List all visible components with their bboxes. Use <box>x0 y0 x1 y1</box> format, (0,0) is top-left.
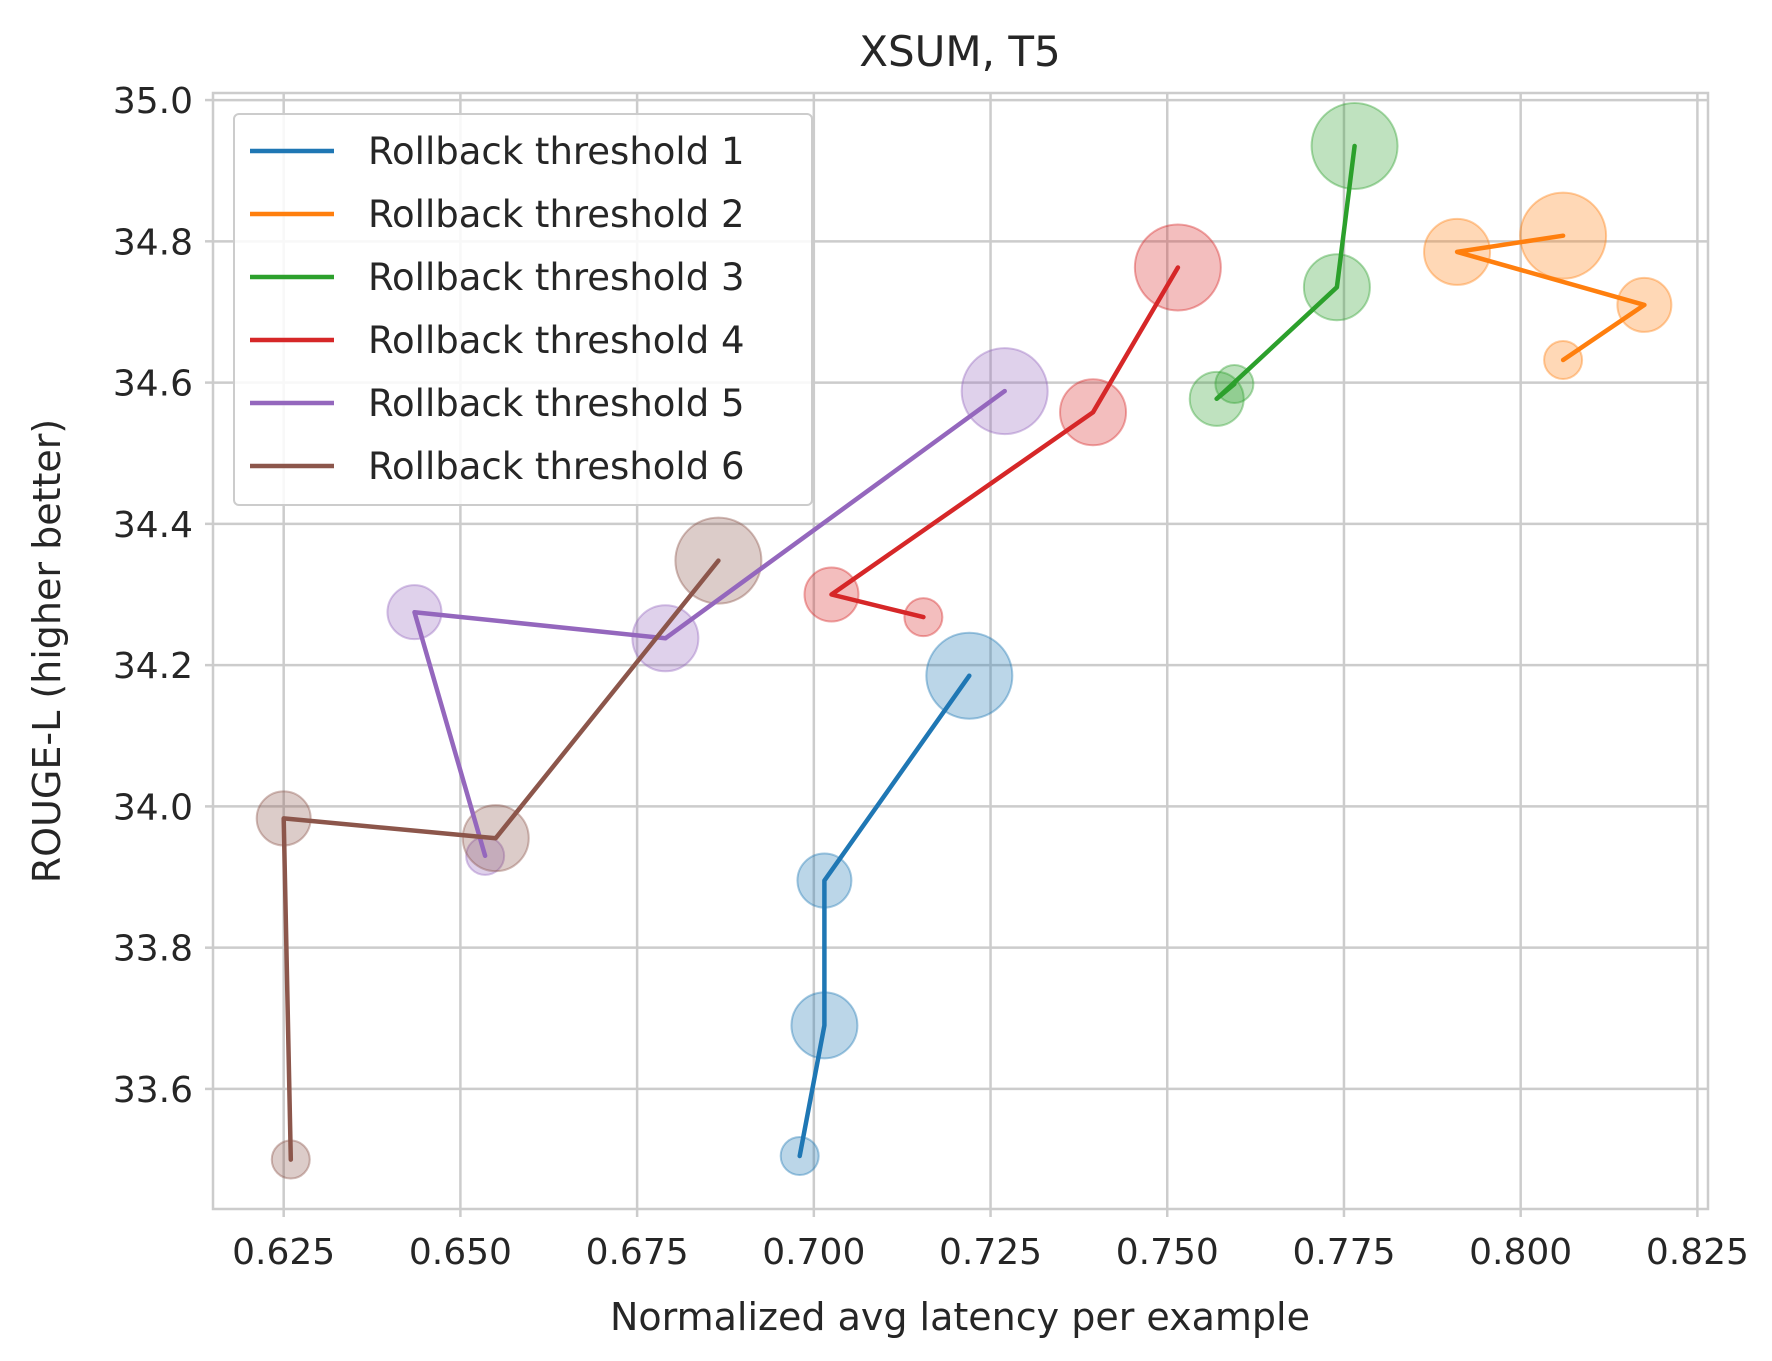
chart-title: XSUM, T5 <box>859 27 1061 76</box>
y-tick-label: 35.0 <box>113 81 193 122</box>
y-axis-title: ROUGE-L (higher better) <box>25 419 69 883</box>
legend: Rollback threshold 1 Rollback threshold 2… <box>233 113 813 506</box>
legend-entry: Rollback threshold 2 <box>368 193 745 236</box>
series-5-line <box>412 388 1007 859</box>
series-2-line <box>1454 233 1647 363</box>
y-tick-label: 33.6 <box>113 1070 193 1111</box>
series-1-line <box>797 673 972 1159</box>
series-3-line <box>1214 143 1357 402</box>
y-tick-label: 34.0 <box>113 787 193 828</box>
x-axis-title: Normalized avg latency per example <box>610 1295 1310 1339</box>
x-tick-label: 0.650 <box>409 1232 512 1273</box>
x-tick-label: 0.700 <box>762 1232 865 1273</box>
y-tick-label: 34.4 <box>113 505 193 546</box>
legend-entry: Rollback threshold 4 <box>368 319 745 362</box>
series-lines <box>281 143 1647 1162</box>
y-tick-label: 33.8 <box>113 929 193 970</box>
legend-entry: Rollback threshold 6 <box>368 445 745 488</box>
x-tick-label: 0.675 <box>586 1232 689 1273</box>
legend-entry: Rollback threshold 3 <box>368 256 745 299</box>
y-tick-label: 34.2 <box>113 646 193 687</box>
y-tick-labels: 33.6 33.8 34.0 34.2 34.4 34.6 34.8 35.0 <box>113 81 193 1111</box>
x-tick-label: 0.825 <box>1646 1232 1749 1273</box>
x-tick-labels: 0.625 0.650 0.675 0.700 0.725 0.750 0.775 0.800… <box>232 1232 1749 1273</box>
plot-frame <box>211 91 1710 1211</box>
x-tick-label: 0.775 <box>1292 1232 1395 1273</box>
legend-box <box>233 113 813 506</box>
x-tick-label: 0.750 <box>1116 1232 1219 1273</box>
series-4-line <box>829 265 1181 620</box>
x-tick-label: 0.800 <box>1469 1232 1572 1273</box>
x-tick-label: 0.625 <box>232 1232 335 1273</box>
y-tick-label: 34.8 <box>113 222 193 263</box>
x-tick-label: 0.725 <box>939 1232 1042 1273</box>
series-6-line <box>281 558 721 1162</box>
legend-entry: Rollback threshold 1 <box>368 130 745 173</box>
y-tick-label: 34.6 <box>113 364 193 405</box>
legend-entry: Rollback threshold 5 <box>368 382 745 425</box>
